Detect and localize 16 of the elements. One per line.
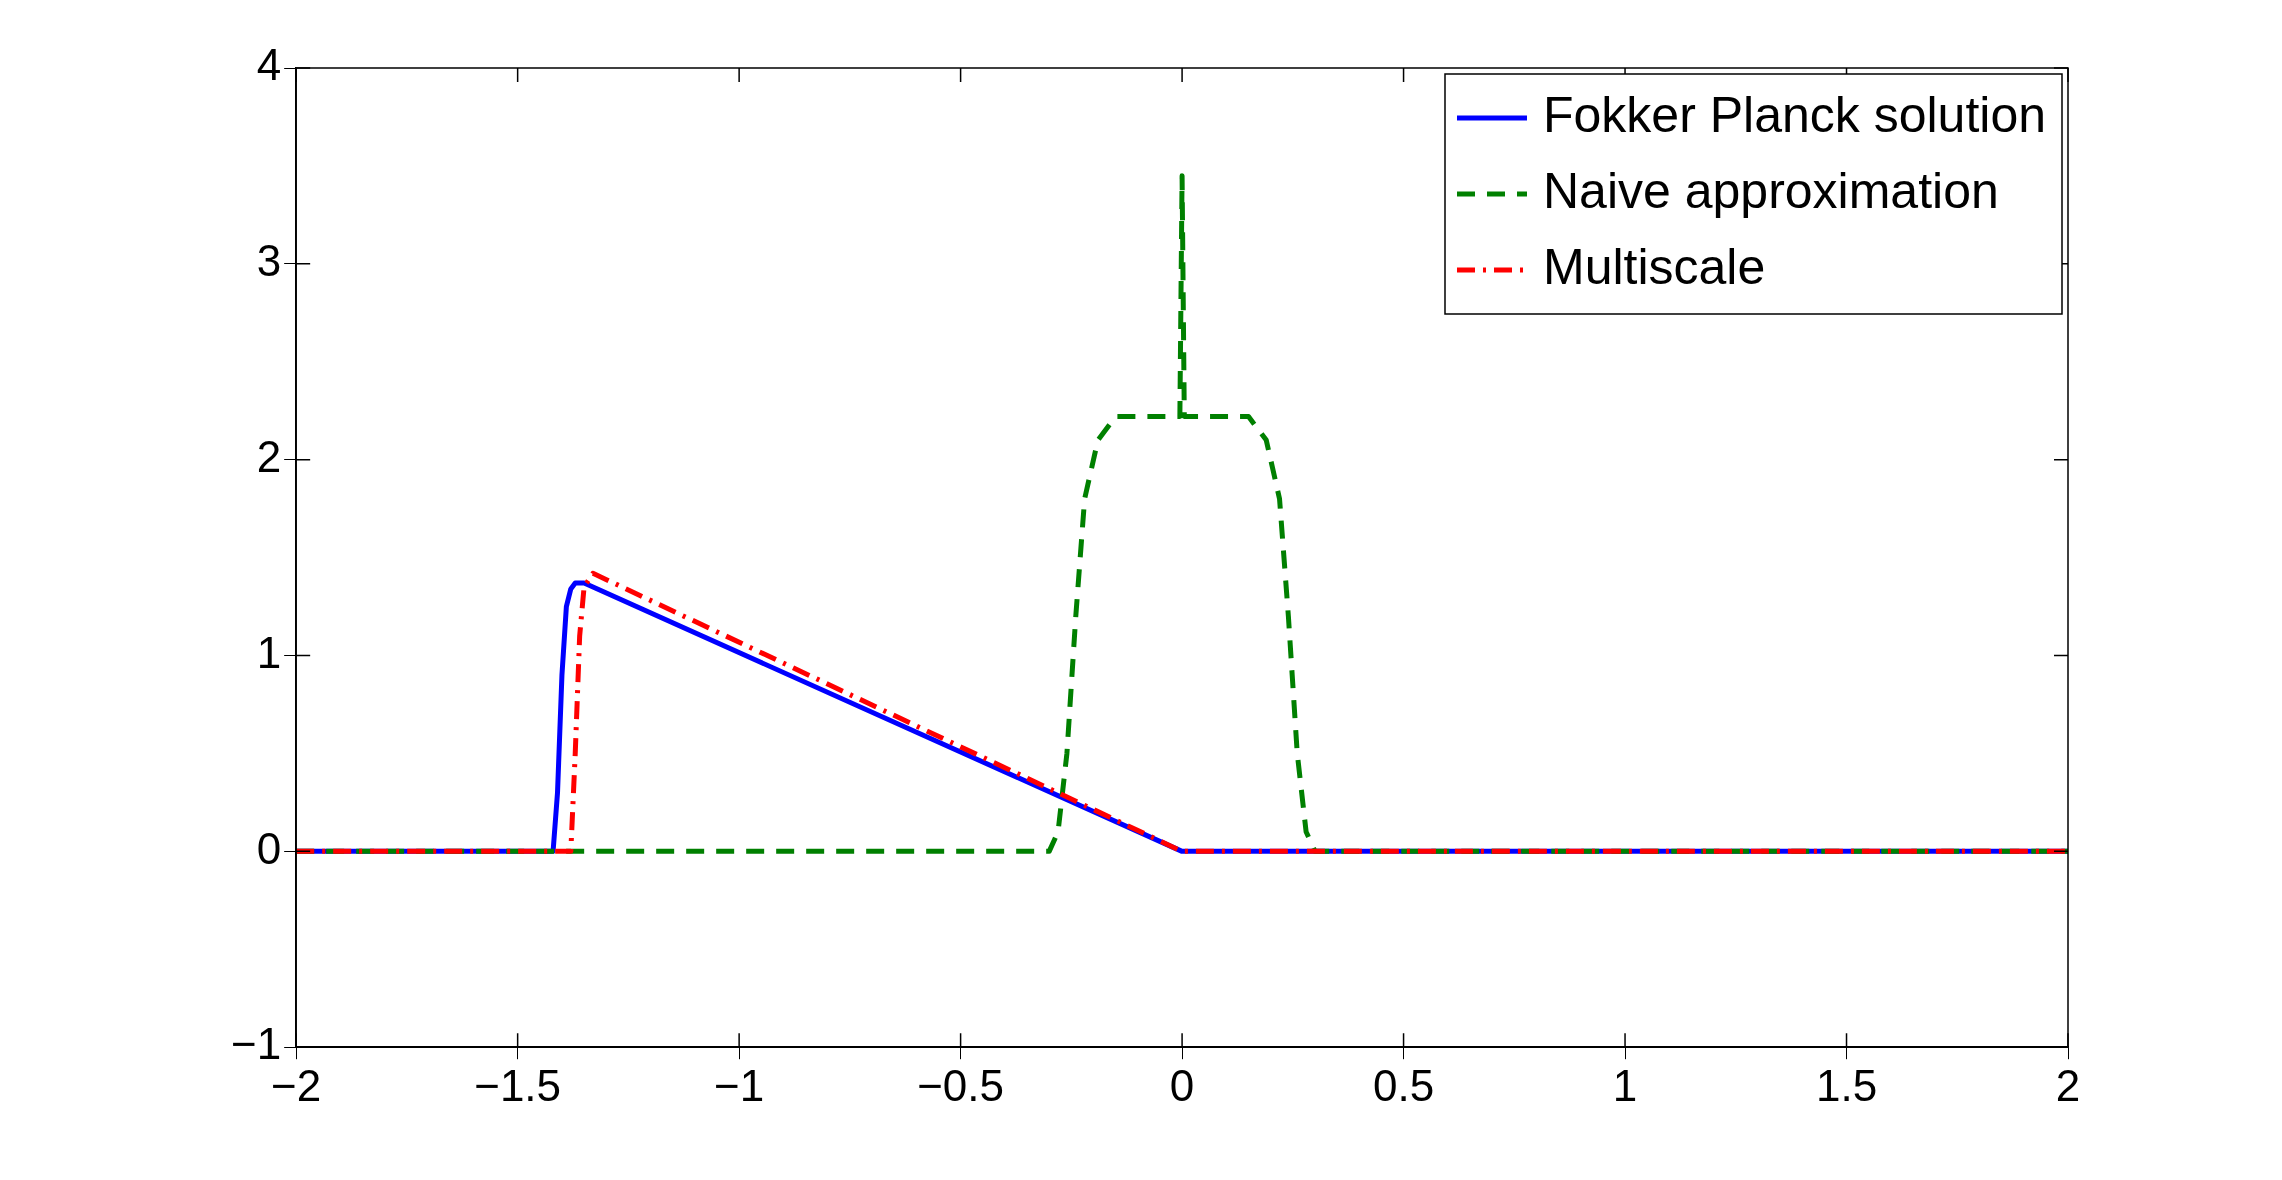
legend-label: Multiscale — [1543, 238, 1766, 295]
x-tick-label: −0.5 — [917, 1060, 1005, 1110]
x-tick-label: 1 — [1612, 1060, 1638, 1110]
x-tick-label: −1 — [714, 1060, 765, 1110]
x-tick-label: 2 — [2055, 1060, 2081, 1110]
y-tick-label: 2 — [256, 431, 282, 481]
y-tick-label: 0 — [256, 823, 282, 873]
x-tick-label: 1.5 — [1815, 1060, 1878, 1110]
y-tick-label: 4 — [256, 40, 282, 90]
x-tick-label: 0 — [1169, 1060, 1195, 1110]
legend-label: Fokker Planck solution — [1543, 86, 2047, 143]
y-tick-label: 1 — [256, 627, 282, 677]
x-tick-label: 0.5 — [1372, 1060, 1435, 1110]
legend-label: Naive approximation — [1543, 162, 1999, 219]
y-tick-label: 3 — [256, 235, 282, 285]
x-tick-label: −1.5 — [474, 1060, 562, 1110]
